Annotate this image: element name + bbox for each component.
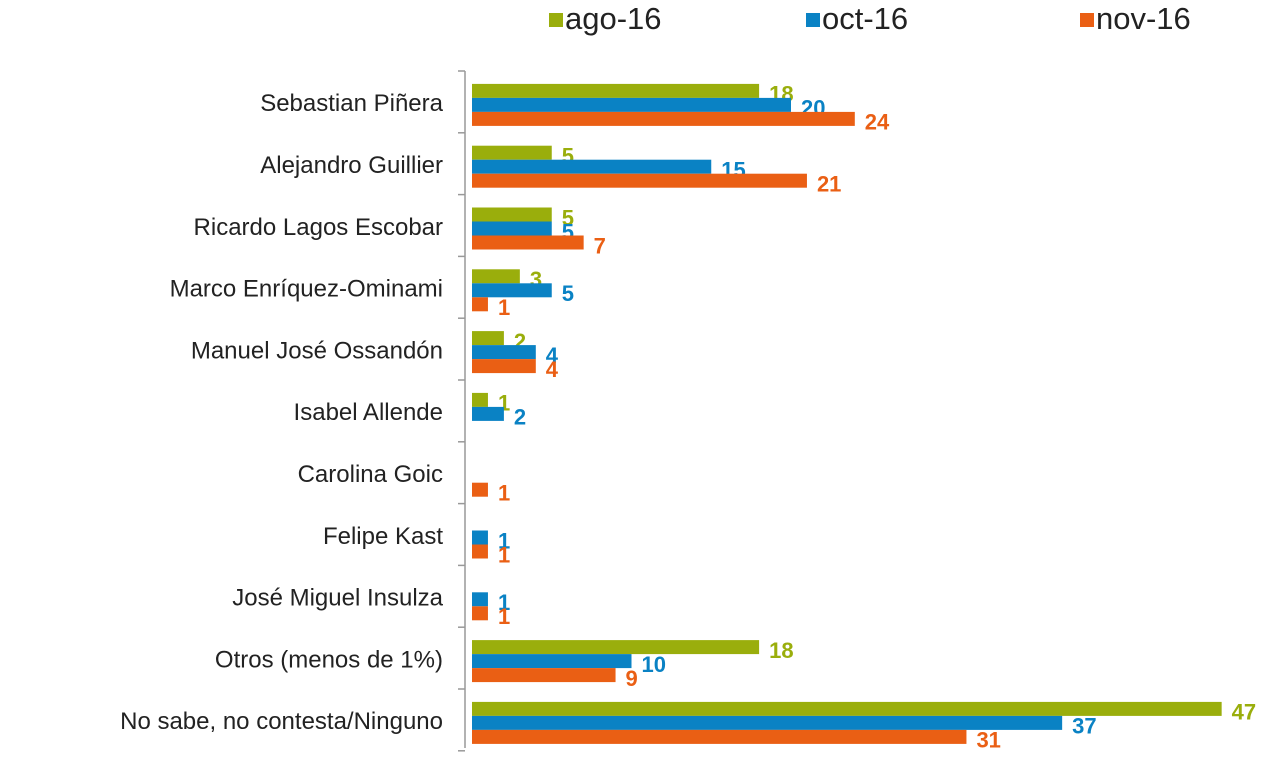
- value-label: 1: [498, 542, 510, 567]
- bar: [472, 544, 488, 559]
- bar: [472, 701, 1222, 716]
- category-label: No sabe, no contesta/Ninguno: [120, 708, 443, 735]
- legend-label: nov-16: [1096, 1, 1191, 36]
- category-label: Otros (menos de 1%): [215, 646, 443, 673]
- value-label: 1: [498, 295, 510, 320]
- bar: [472, 97, 791, 112]
- bar: [472, 640, 760, 655]
- bar: [472, 392, 488, 407]
- value-label: 2: [514, 405, 526, 430]
- bar: [472, 345, 536, 360]
- bar: [472, 159, 712, 174]
- bar: [472, 715, 1063, 730]
- value-label: 5: [562, 205, 574, 230]
- bar: [472, 668, 616, 683]
- value-label: 7: [594, 233, 606, 258]
- bar: [472, 592, 488, 607]
- value-label: 21: [817, 172, 841, 197]
- value-label: 10: [642, 652, 666, 677]
- legend-swatch: [549, 13, 563, 27]
- value-label: 31: [976, 728, 1000, 753]
- legend-label: oct-16: [822, 1, 908, 36]
- value-label: 47: [1232, 700, 1256, 725]
- bar: [472, 221, 552, 236]
- category-label: Carolina Goic: [298, 461, 443, 488]
- bar: [472, 297, 488, 312]
- category-label: Sebastian Piñera: [260, 90, 443, 117]
- bar: [472, 173, 807, 188]
- category-label: Isabel Allende: [294, 399, 443, 426]
- category-label: Ricardo Lagos Escobar: [194, 214, 443, 241]
- bar: [472, 530, 488, 545]
- value-label: 1: [498, 604, 510, 629]
- bar: [472, 406, 504, 421]
- bar: [472, 654, 632, 669]
- value-label: 1: [498, 528, 510, 553]
- bar: [472, 269, 520, 284]
- bar: [472, 606, 488, 621]
- bar: [472, 83, 760, 98]
- value-label: 37: [1072, 714, 1096, 739]
- value-label: 4: [546, 343, 559, 368]
- legend-swatch: [1080, 13, 1094, 27]
- bar: [472, 111, 855, 126]
- category-label: José Miguel Insulza: [232, 585, 443, 612]
- bar: [472, 729, 967, 744]
- value-label: 24: [865, 110, 890, 135]
- value-label: 4: [546, 357, 559, 382]
- category-label: Manuel José Ossandón: [191, 337, 443, 364]
- bar: [472, 235, 584, 250]
- bar: [472, 207, 552, 222]
- legend-swatch: [806, 13, 820, 27]
- value-label: 9: [626, 666, 638, 691]
- bar: [472, 145, 552, 160]
- value-label: 1: [498, 590, 510, 615]
- bar: [472, 359, 536, 374]
- category-label: Felipe Kast: [323, 523, 443, 550]
- value-label: 18: [769, 638, 793, 663]
- category-label: Alejandro Guillier: [260, 152, 443, 179]
- bar: [472, 482, 488, 497]
- bar: [472, 331, 504, 346]
- bar: [472, 283, 552, 298]
- value-label: 1: [498, 481, 510, 506]
- category-label: Marco Enríquez-Ominami: [170, 276, 443, 303]
- legend-label: ago-16: [565, 1, 662, 36]
- value-label: 5: [562, 281, 574, 306]
